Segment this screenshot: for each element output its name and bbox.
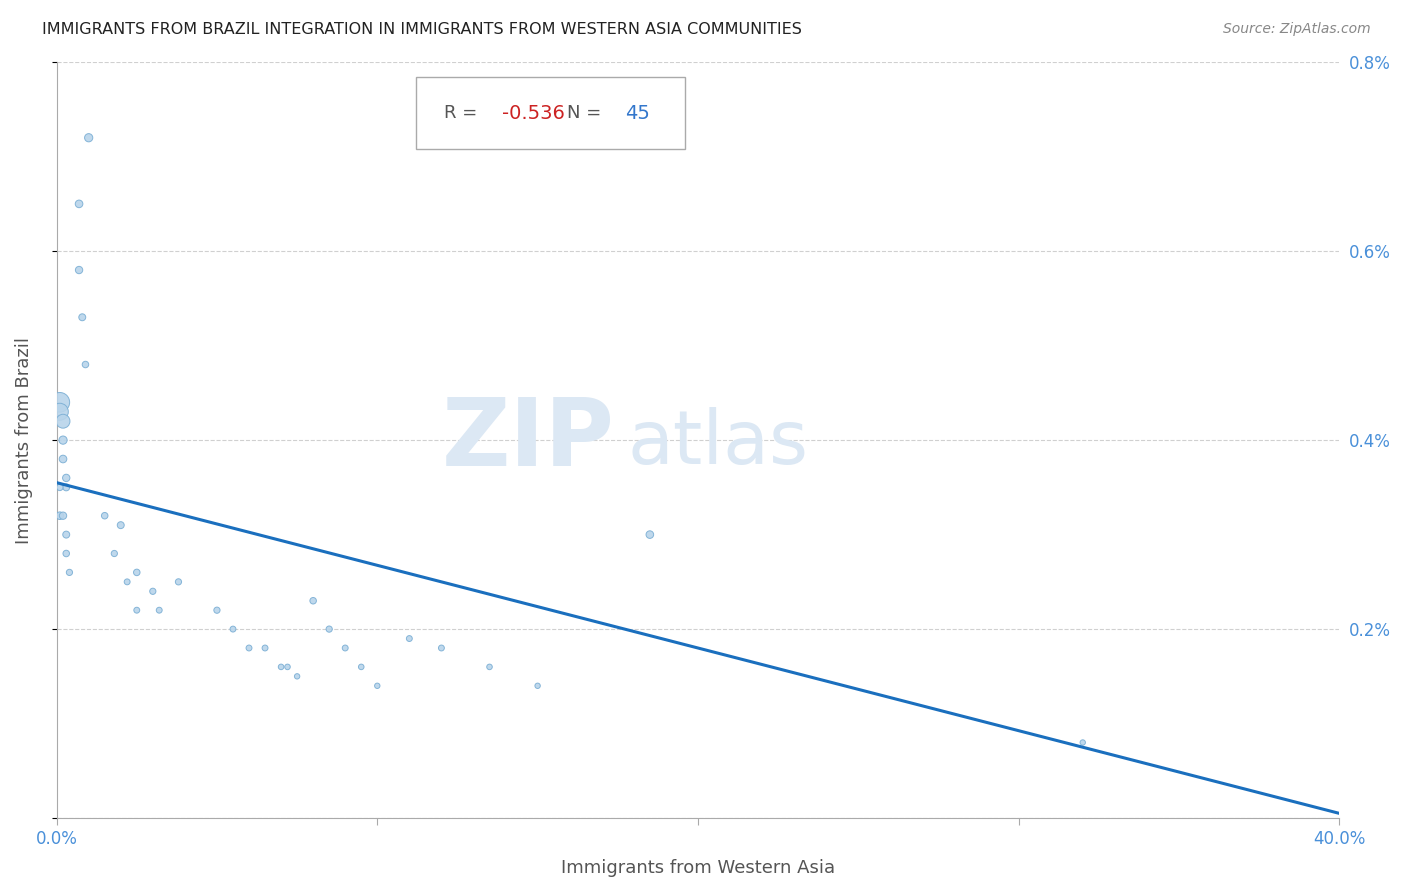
- Point: [75, 358, 97, 372]
- Point: [222, 622, 245, 636]
- Point: [52, 452, 75, 467]
- Point: [478, 660, 501, 674]
- Point: [254, 640, 277, 655]
- Point: [115, 574, 138, 589]
- Point: [366, 679, 388, 693]
- Point: [125, 566, 148, 580]
- Point: [67, 197, 90, 211]
- Point: [58, 566, 80, 580]
- Point: [276, 660, 298, 674]
- Point: [302, 593, 325, 607]
- Point: [430, 640, 453, 655]
- Point: [49, 508, 72, 523]
- Point: [1071, 735, 1094, 749]
- Point: [49, 480, 72, 494]
- Point: [72, 310, 94, 325]
- Point: [55, 471, 77, 485]
- Y-axis label: Immigrants from Brazil: Immigrants from Brazil: [15, 336, 32, 543]
- Text: 45: 45: [624, 103, 650, 123]
- Point: [398, 632, 420, 646]
- Point: [77, 130, 100, 145]
- Point: [350, 660, 373, 674]
- Point: [103, 547, 125, 561]
- Point: [318, 622, 340, 636]
- Point: [526, 679, 548, 693]
- Point: [55, 527, 77, 541]
- Text: N =: N =: [567, 104, 607, 122]
- Point: [49, 395, 72, 409]
- Point: [52, 414, 75, 428]
- Text: IMMIGRANTS FROM BRAZIL INTEGRATION IN IMMIGRANTS FROM WESTERN ASIA COMMUNITIES: IMMIGRANTS FROM BRAZIL INTEGRATION IN IM…: [42, 22, 801, 37]
- Point: [93, 508, 115, 523]
- Text: atlas: atlas: [627, 408, 808, 481]
- Text: R =: R =: [444, 104, 484, 122]
- Point: [142, 584, 165, 599]
- Point: [238, 640, 260, 655]
- Point: [52, 433, 75, 447]
- Text: Source: ZipAtlas.com: Source: ZipAtlas.com: [1223, 22, 1371, 37]
- Point: [67, 263, 90, 277]
- Text: ZIP: ZIP: [441, 394, 614, 486]
- Point: [167, 574, 190, 589]
- Point: [125, 603, 148, 617]
- Point: [148, 603, 170, 617]
- Point: [55, 547, 77, 561]
- Point: [205, 603, 228, 617]
- Point: [49, 405, 72, 419]
- FancyBboxPatch shape: [416, 78, 685, 149]
- Point: [285, 669, 308, 683]
- Point: [638, 527, 661, 541]
- Point: [52, 508, 75, 523]
- X-axis label: Immigrants from Western Asia: Immigrants from Western Asia: [561, 859, 835, 877]
- Point: [270, 660, 292, 674]
- Point: [110, 518, 132, 533]
- Point: [55, 480, 77, 494]
- Text: -0.536: -0.536: [502, 103, 565, 123]
- Point: [335, 640, 357, 655]
